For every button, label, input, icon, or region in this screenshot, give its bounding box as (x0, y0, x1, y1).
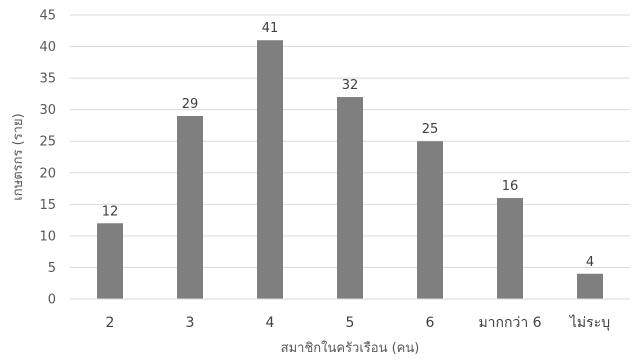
x-tick-label: มากกว่า 6 (478, 315, 541, 331)
x-tick-label: ไม่ระบุ (569, 314, 610, 331)
x-tick-label: 2 (106, 315, 115, 331)
y-tick-label: 40 (39, 40, 56, 55)
data-label: 29 (182, 97, 199, 112)
y-tick-label: 10 (39, 229, 56, 244)
y-tick-label: 5 (48, 261, 56, 276)
x-tick-label: 6 (426, 315, 435, 331)
data-label: 25 (422, 122, 439, 137)
y-tick-label: 25 (39, 135, 56, 150)
bar (337, 97, 363, 300)
data-label: 41 (262, 21, 279, 36)
data-label: 32 (342, 78, 359, 93)
y-tick-label: 0 (48, 293, 56, 308)
y-tick-label: 30 (39, 103, 56, 118)
y-tick-label: 35 (39, 72, 56, 87)
bar (257, 40, 283, 299)
bar (177, 115, 203, 299)
data-label: 4 (586, 255, 594, 270)
data-label: 12 (102, 204, 119, 219)
bars (97, 40, 603, 300)
x-tick-label: 5 (346, 315, 355, 331)
y-tick-label: 20 (39, 166, 56, 181)
bar (417, 141, 443, 299)
data-label: 16 (502, 179, 519, 194)
bar (577, 273, 603, 299)
data-labels: 12 29 41 32 25 16 4 (102, 21, 594, 270)
y-axis-title: เกษตรกร (ราย) (11, 113, 26, 200)
x-tick-label: 3 (186, 315, 195, 331)
x-tick-label: 4 (266, 315, 275, 331)
y-tick-label: 15 (39, 198, 56, 213)
bar (497, 198, 523, 299)
y-tick-label: 45 (39, 9, 56, 24)
bar (97, 223, 123, 299)
x-axis-title: สมาชิกในครัวเรือน (คน) (281, 340, 420, 356)
x-axis-category-labels: 2 3 4 5 6 มากกว่า 6 ไม่ระบุ (106, 314, 611, 331)
y-axis-tick-labels: 0 5 10 15 20 25 30 35 40 45 (39, 9, 56, 308)
